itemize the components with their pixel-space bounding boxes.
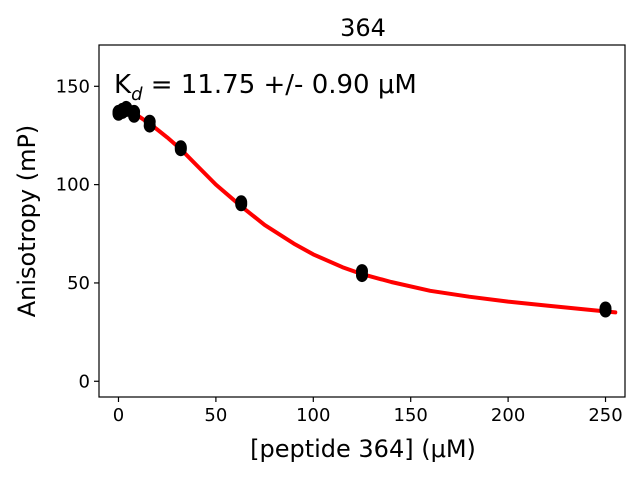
x-tick-label: 200 <box>491 405 525 426</box>
data-point <box>174 142 187 157</box>
y-tick-label: 150 <box>56 76 90 97</box>
x-tick-label: 100 <box>296 405 330 426</box>
data-point <box>143 118 156 133</box>
kd-annotation-prefix: K <box>114 70 132 100</box>
kd-annotation-subscript: d <box>131 84 143 105</box>
y-axis-label: Anisotropy (mP) <box>13 125 41 318</box>
plot-area: 0 50 100 150 200 250 0 50 100 150 <box>56 44 626 426</box>
x-tick-label: 150 <box>394 405 428 426</box>
data-point <box>235 197 248 212</box>
kd-annotation: Kd = 11.75 +/- 0.90 μM <box>114 70 417 105</box>
y-tick-label: 50 <box>67 273 90 294</box>
x-tick-label: 0 <box>113 405 124 426</box>
y-tick-label: 0 <box>79 371 90 392</box>
data-point <box>356 268 368 283</box>
data-point <box>128 108 141 123</box>
kd-annotation-text: = 11.75 +/- 0.90 μM <box>143 70 417 100</box>
y-tick-label: 100 <box>56 175 90 196</box>
x-tick-label: 50 <box>204 405 227 426</box>
axes-frame <box>98 44 626 398</box>
data-point <box>599 303 612 318</box>
x-axis-label: [peptide 364] (μM) <box>250 435 476 463</box>
chart-title: 364 <box>340 14 386 42</box>
x-tick-label: 250 <box>588 405 622 426</box>
